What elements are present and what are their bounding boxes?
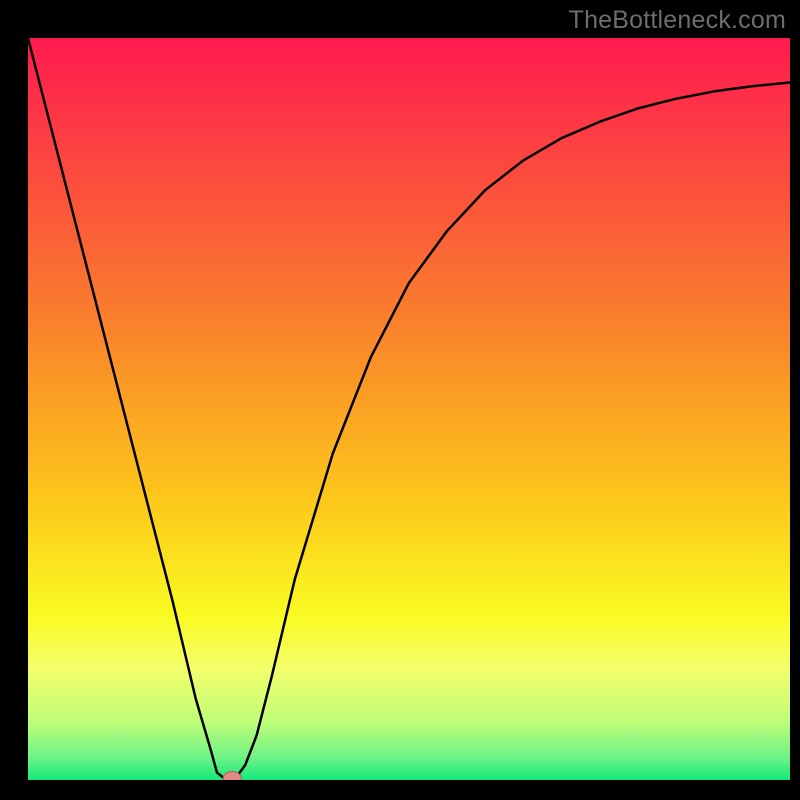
chart-svg (28, 38, 790, 780)
chart-background (28, 38, 790, 780)
attribution-text: TheBottleneck.com (569, 6, 786, 35)
chart-plot-area (28, 38, 790, 780)
